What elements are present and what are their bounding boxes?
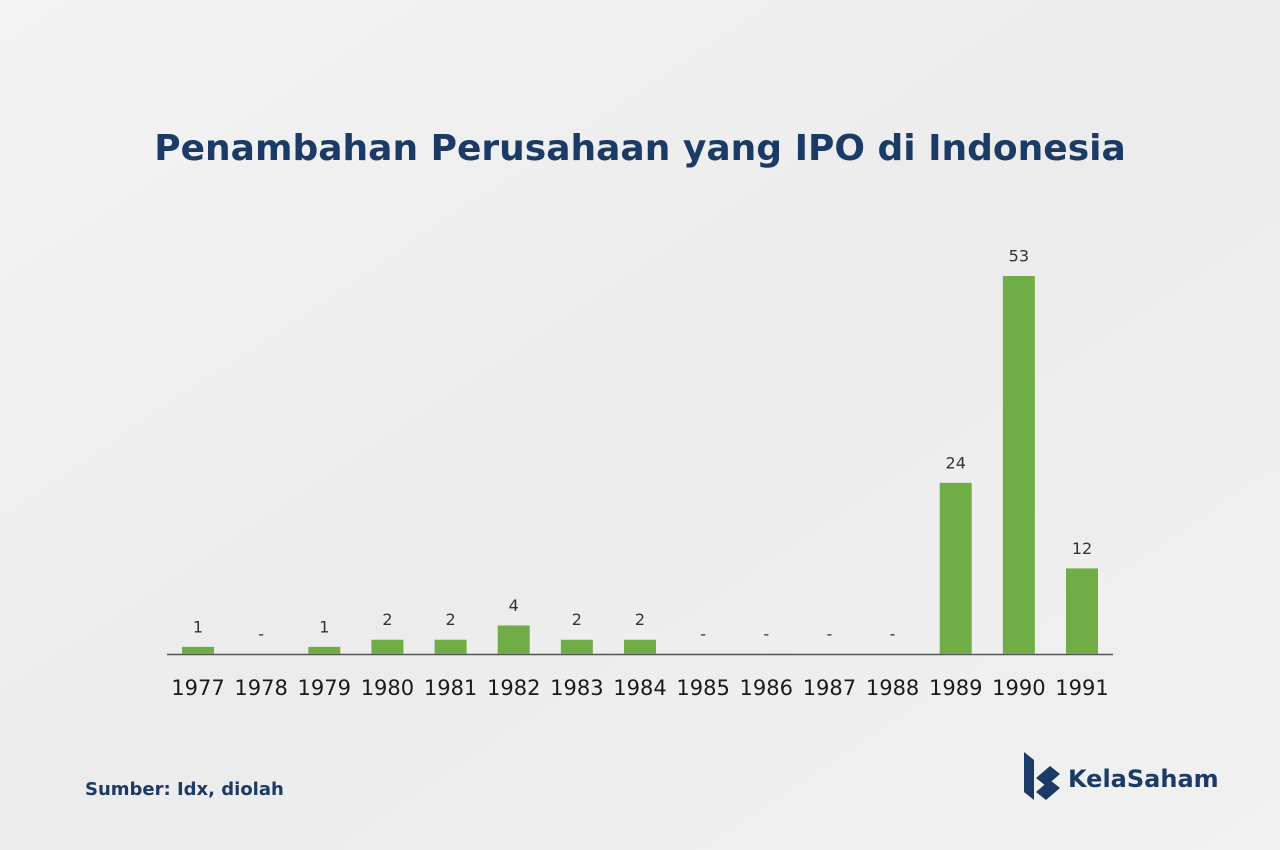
x-tick-label: 1980 (361, 676, 414, 700)
bar (939, 482, 972, 654)
x-tick-label: 1977 (171, 676, 224, 700)
value-label: - (827, 625, 833, 644)
value-label: 2 (445, 610, 455, 629)
x-tick-label: 1986 (740, 676, 793, 700)
x-tick-label: 1991 (1055, 676, 1108, 700)
value-label: 53 (1009, 247, 1029, 266)
bar (497, 625, 530, 654)
value-label: - (700, 625, 706, 644)
bar (1066, 568, 1098, 654)
x-tick-label: 1984 (613, 676, 666, 700)
value-label: - (890, 625, 896, 644)
logo-icon (1024, 752, 1060, 800)
value-label: 4 (509, 596, 519, 615)
x-tick-label: 1978 (234, 676, 287, 700)
x-tick-label: 1982 (487, 676, 540, 700)
value-label: 2 (572, 610, 582, 629)
value-label: 2 (382, 610, 392, 629)
bar (560, 639, 593, 654)
x-tick-label: 1989 (929, 676, 982, 700)
x-tick-label: 1987 (803, 676, 856, 700)
x-tick-label: 1983 (550, 676, 603, 700)
bar (371, 639, 404, 654)
brand-name: KelaSaham (1068, 765, 1219, 793)
x-tick-label: 1985 (676, 676, 729, 700)
bar (1002, 276, 1035, 654)
value-label: 1 (319, 617, 329, 636)
bar (434, 639, 467, 654)
value-label: - (258, 625, 264, 644)
source-note: Sumber: Idx, diolah (85, 779, 284, 800)
value-label: - (763, 625, 769, 644)
value-label: 24 (946, 453, 966, 472)
x-tick-label: 1979 (298, 676, 351, 700)
bar (182, 646, 214, 654)
chart-title: Penambahan Perusahaan yang IPO di Indone… (154, 128, 1126, 169)
value-label: 1 (193, 617, 203, 636)
x-tick-label: 1981 (424, 676, 477, 700)
value-label: 12 (1072, 539, 1092, 558)
bar (308, 646, 341, 654)
value-label: 2 (635, 610, 645, 629)
x-tick-label: 1990 (992, 676, 1045, 700)
bar (624, 639, 656, 654)
x-tick-label: 1988 (866, 676, 919, 700)
